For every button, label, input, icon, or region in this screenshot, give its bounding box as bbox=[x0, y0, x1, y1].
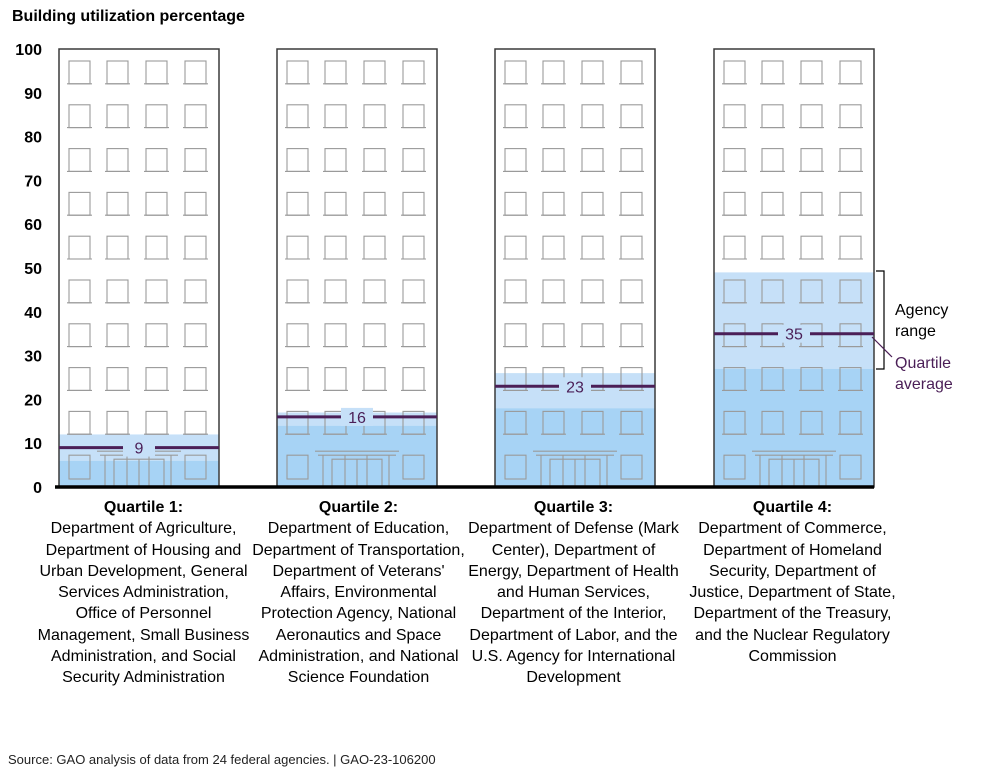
quartile-4-label: Quartile 4: Department of Commerce, Depa… bbox=[685, 497, 900, 667]
y-axis: 0 10 20 30 40 50 60 70 80 90 100 bbox=[15, 42, 42, 497]
quartile-3-title: Quartile 3: bbox=[533, 499, 614, 516]
quartile-average-leader bbox=[871, 336, 893, 358]
y-tick-label-100: 100 bbox=[15, 42, 42, 59]
quartile-average-label: 23 bbox=[566, 379, 584, 396]
legend-agency-range-line2: range bbox=[895, 323, 936, 340]
y-tick-label-30: 30 bbox=[24, 349, 42, 366]
y-tick-label-0: 0 bbox=[33, 480, 42, 497]
y-tick-label-60: 60 bbox=[24, 217, 42, 234]
y-tick-label-50: 50 bbox=[24, 261, 42, 278]
quartile-1-label: Quartile 1: Department of Agriculture, D… bbox=[36, 497, 251, 689]
ground-window bbox=[504, 454, 527, 480]
quartile-buildings: 9 16 23 35 bbox=[55, 48, 875, 489]
quartile-average-label: 16 bbox=[348, 410, 366, 427]
y-tick-label-20: 20 bbox=[24, 392, 42, 409]
y-tick-label-90: 90 bbox=[24, 86, 42, 103]
source-note: Source: GAO analysis of data from 24 fed… bbox=[8, 752, 436, 767]
y-tick-label-70: 70 bbox=[24, 173, 42, 190]
legend-quartile-average-line2: average bbox=[895, 376, 953, 393]
building-quartile-3: 23 bbox=[494, 48, 656, 488]
quartile-3-agencies: Department of Defense (Mark Center), Dep… bbox=[468, 520, 679, 687]
ground-window bbox=[723, 454, 746, 480]
agency-range-band bbox=[714, 272, 874, 369]
quartile-1-title: Quartile 1: bbox=[103, 499, 184, 516]
legend-agency-range-line1: Agency bbox=[895, 302, 948, 319]
building-body bbox=[59, 49, 219, 487]
ground-window bbox=[620, 454, 643, 480]
building-quartile-2: 16 bbox=[276, 48, 438, 488]
building-quartile-1: 9 bbox=[58, 48, 220, 488]
quartile-average-label: 9 bbox=[135, 441, 144, 458]
quartile-4-title: Quartile 4: bbox=[752, 499, 833, 516]
quartile-2-label: Quartile 2: Department of Education, Dep… bbox=[251, 497, 466, 689]
chart-title: Building utilization percentage bbox=[12, 8, 245, 25]
y-tick-label-10: 10 bbox=[24, 436, 42, 453]
quartile-3-label: Quartile 3: Department of Defense (Mark … bbox=[466, 497, 681, 689]
quartile-2-agencies: Department of Education, Department of T… bbox=[252, 520, 465, 687]
quartile-2-title: Quartile 2: bbox=[318, 499, 399, 516]
average-label-background bbox=[341, 407, 373, 426]
legend-quartile-average-line1: Quartile bbox=[895, 355, 951, 372]
ground-window bbox=[184, 454, 207, 480]
average-label-background bbox=[559, 377, 591, 396]
average-label-background bbox=[778, 324, 810, 343]
ground-window bbox=[402, 454, 425, 480]
y-tick-label-80: 80 bbox=[24, 130, 42, 147]
quartile-average-label: 35 bbox=[785, 327, 803, 344]
ground-window bbox=[68, 454, 91, 480]
building-quartile-4: 35 bbox=[713, 48, 875, 488]
ground-window bbox=[286, 454, 309, 480]
average-label-background bbox=[123, 438, 155, 457]
quartile-1-agencies: Department of Agriculture, Department of… bbox=[37, 520, 250, 687]
quartile-4-agencies: Department of Commerce, Department of Ho… bbox=[689, 520, 896, 666]
legend: Agency range Quartile average bbox=[871, 270, 953, 393]
ground-window bbox=[839, 454, 862, 480]
y-tick-label-40: 40 bbox=[24, 305, 42, 322]
agency-range-bracket bbox=[876, 270, 885, 370]
